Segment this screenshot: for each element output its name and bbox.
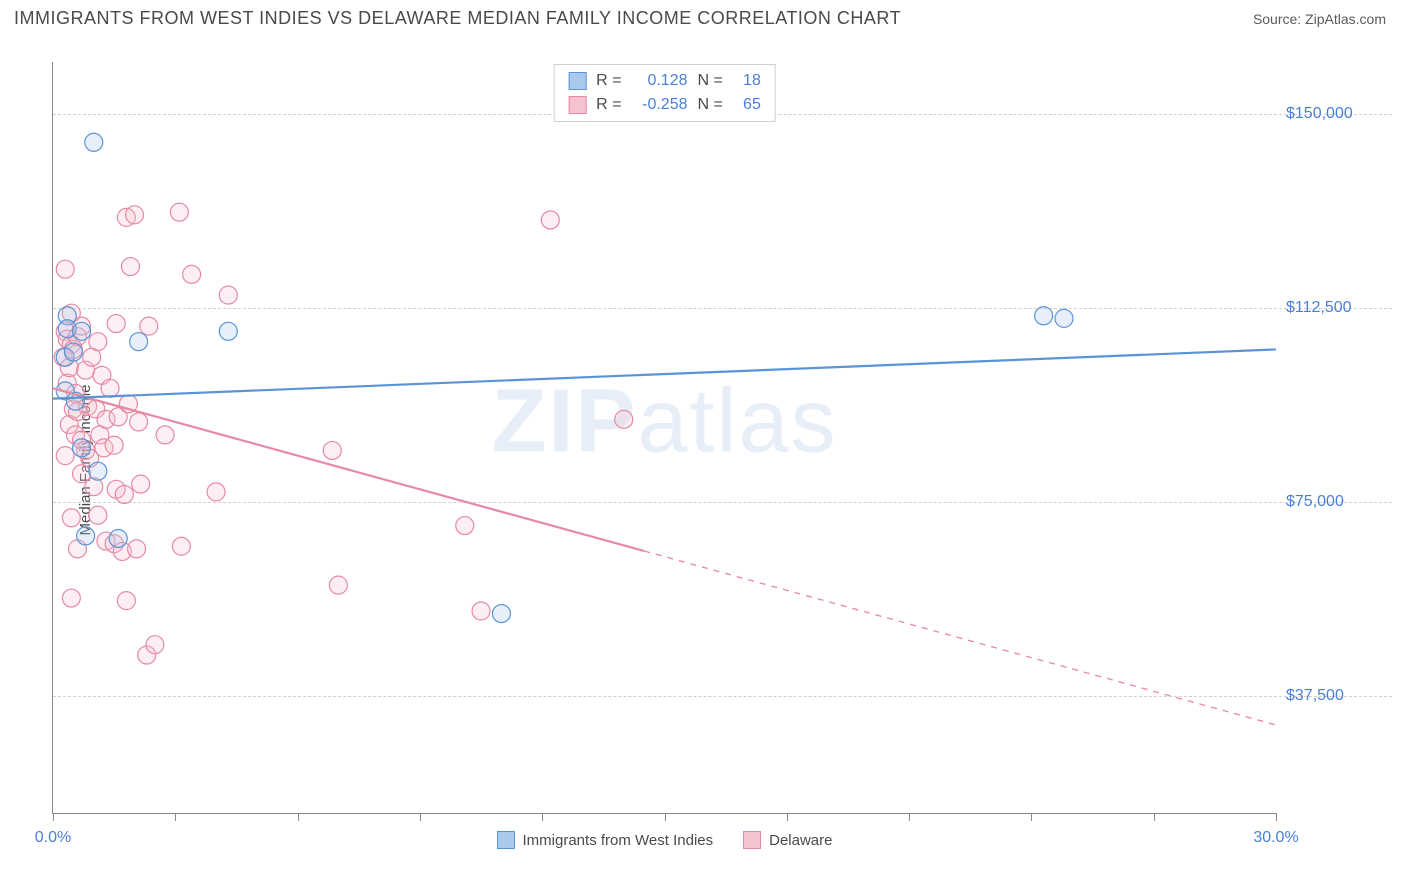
xtick <box>420 813 421 821</box>
data-point <box>56 447 74 465</box>
chart-container: Median Family Income ZIPatlas R = 0.128 … <box>14 42 1392 878</box>
data-point <box>101 379 119 397</box>
data-point <box>64 343 82 361</box>
data-point <box>492 605 510 623</box>
ytick-label: $37,500 <box>1286 687 1386 705</box>
data-point <box>121 258 139 276</box>
legend-item-series-0: Immigrants from West Indies <box>497 831 714 849</box>
xtick <box>665 813 666 821</box>
xtick <box>298 813 299 821</box>
data-point <box>105 436 123 454</box>
data-point <box>77 527 95 545</box>
legend-row-series-1: R = -0.258 N = 65 <box>568 93 761 117</box>
legend-label-series-1: Delaware <box>769 832 832 849</box>
data-point <box>541 211 559 229</box>
data-point <box>1035 307 1053 325</box>
legend-swatch-series-0 <box>497 831 515 849</box>
data-point <box>73 439 91 457</box>
xtick <box>542 813 543 821</box>
data-point <box>128 540 146 558</box>
data-point <box>56 260 74 278</box>
legend-label-series-0: Immigrants from West Indies <box>523 832 714 849</box>
data-point <box>146 636 164 654</box>
ytick-label: $112,500 <box>1286 299 1386 317</box>
xtick <box>1154 813 1155 821</box>
data-point <box>62 509 80 527</box>
data-point <box>130 413 148 431</box>
chart-title: IMMIGRANTS FROM WEST INDIES VS DELAWARE … <box>14 8 901 29</box>
data-point <box>323 441 341 459</box>
legend-item-series-1: Delaware <box>743 831 832 849</box>
data-point <box>89 506 107 524</box>
xtick <box>175 813 176 821</box>
legend-swatch-0 <box>568 72 586 90</box>
ytick-label: $75,000 <box>1286 493 1386 511</box>
data-point <box>130 333 148 351</box>
data-point <box>183 265 201 283</box>
xtick-label-max: 30.0% <box>1253 829 1298 847</box>
data-point <box>117 592 135 610</box>
xtick <box>53 813 54 821</box>
data-point <box>140 317 158 335</box>
data-point <box>62 589 80 607</box>
data-point <box>219 322 237 340</box>
series-legend: Immigrants from West Indies Delaware <box>497 831 833 849</box>
data-point <box>85 133 103 151</box>
xtick <box>909 813 910 821</box>
data-point <box>107 315 125 333</box>
xtick <box>787 813 788 821</box>
data-point <box>207 483 225 501</box>
data-point <box>89 333 107 351</box>
data-point <box>132 475 150 493</box>
data-point <box>115 485 133 503</box>
xtick <box>1276 813 1277 821</box>
legend-swatch-series-1 <box>743 831 761 849</box>
data-point <box>456 517 474 535</box>
correlation-legend: R = 0.128 N = 18 R = -0.258 N = 65 <box>553 64 776 122</box>
data-point <box>170 203 188 221</box>
scatter-plot-svg <box>53 62 1276 813</box>
data-point <box>472 602 490 620</box>
ytick-label: $150,000 <box>1286 105 1386 123</box>
data-point <box>1055 309 1073 327</box>
plot-area: ZIPatlas R = 0.128 N = 18 R = -0.258 N =… <box>52 62 1276 814</box>
legend-row-series-0: R = 0.128 N = 18 <box>568 69 761 93</box>
data-point <box>156 426 174 444</box>
data-point <box>329 576 347 594</box>
trend-line <box>53 349 1276 398</box>
data-point <box>172 537 190 555</box>
data-point <box>73 322 91 340</box>
xtick <box>1031 813 1032 821</box>
data-point <box>89 462 107 480</box>
source-label: Source: ZipAtlas.com <box>1253 11 1386 27</box>
data-point <box>109 529 127 547</box>
legend-swatch-1 <box>568 96 586 114</box>
data-point <box>615 410 633 428</box>
data-point <box>219 286 237 304</box>
data-point <box>126 206 144 224</box>
trend-line <box>53 388 644 551</box>
xtick-label-min: 0.0% <box>35 829 71 847</box>
trend-line-extrapolated <box>644 551 1276 725</box>
